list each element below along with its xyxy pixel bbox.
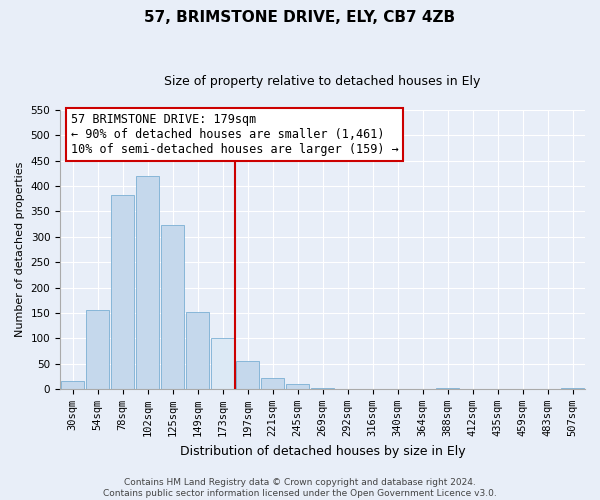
Text: 57 BRIMSTONE DRIVE: 179sqm
← 90% of detached houses are smaller (1,461)
10% of s: 57 BRIMSTONE DRIVE: 179sqm ← 90% of deta…: [71, 113, 398, 156]
Bar: [261, 378, 284, 389]
Text: 57, BRIMSTONE DRIVE, ELY, CB7 4ZB: 57, BRIMSTONE DRIVE, ELY, CB7 4ZB: [145, 10, 455, 25]
Text: Contains HM Land Registry data © Crown copyright and database right 2024.
Contai: Contains HM Land Registry data © Crown c…: [103, 478, 497, 498]
Bar: [436, 388, 459, 389]
Bar: [236, 361, 259, 389]
Bar: [86, 310, 109, 389]
Bar: [561, 388, 584, 389]
Bar: [186, 312, 209, 389]
Bar: [311, 388, 334, 389]
X-axis label: Distribution of detached houses by size in Ely: Distribution of detached houses by size …: [180, 444, 466, 458]
Bar: [161, 225, 184, 389]
Bar: [286, 384, 309, 389]
Bar: [211, 338, 234, 389]
Title: Size of property relative to detached houses in Ely: Size of property relative to detached ho…: [164, 75, 481, 88]
Bar: [111, 195, 134, 389]
Y-axis label: Number of detached properties: Number of detached properties: [15, 162, 25, 337]
Bar: [61, 382, 84, 389]
Bar: [136, 176, 159, 389]
